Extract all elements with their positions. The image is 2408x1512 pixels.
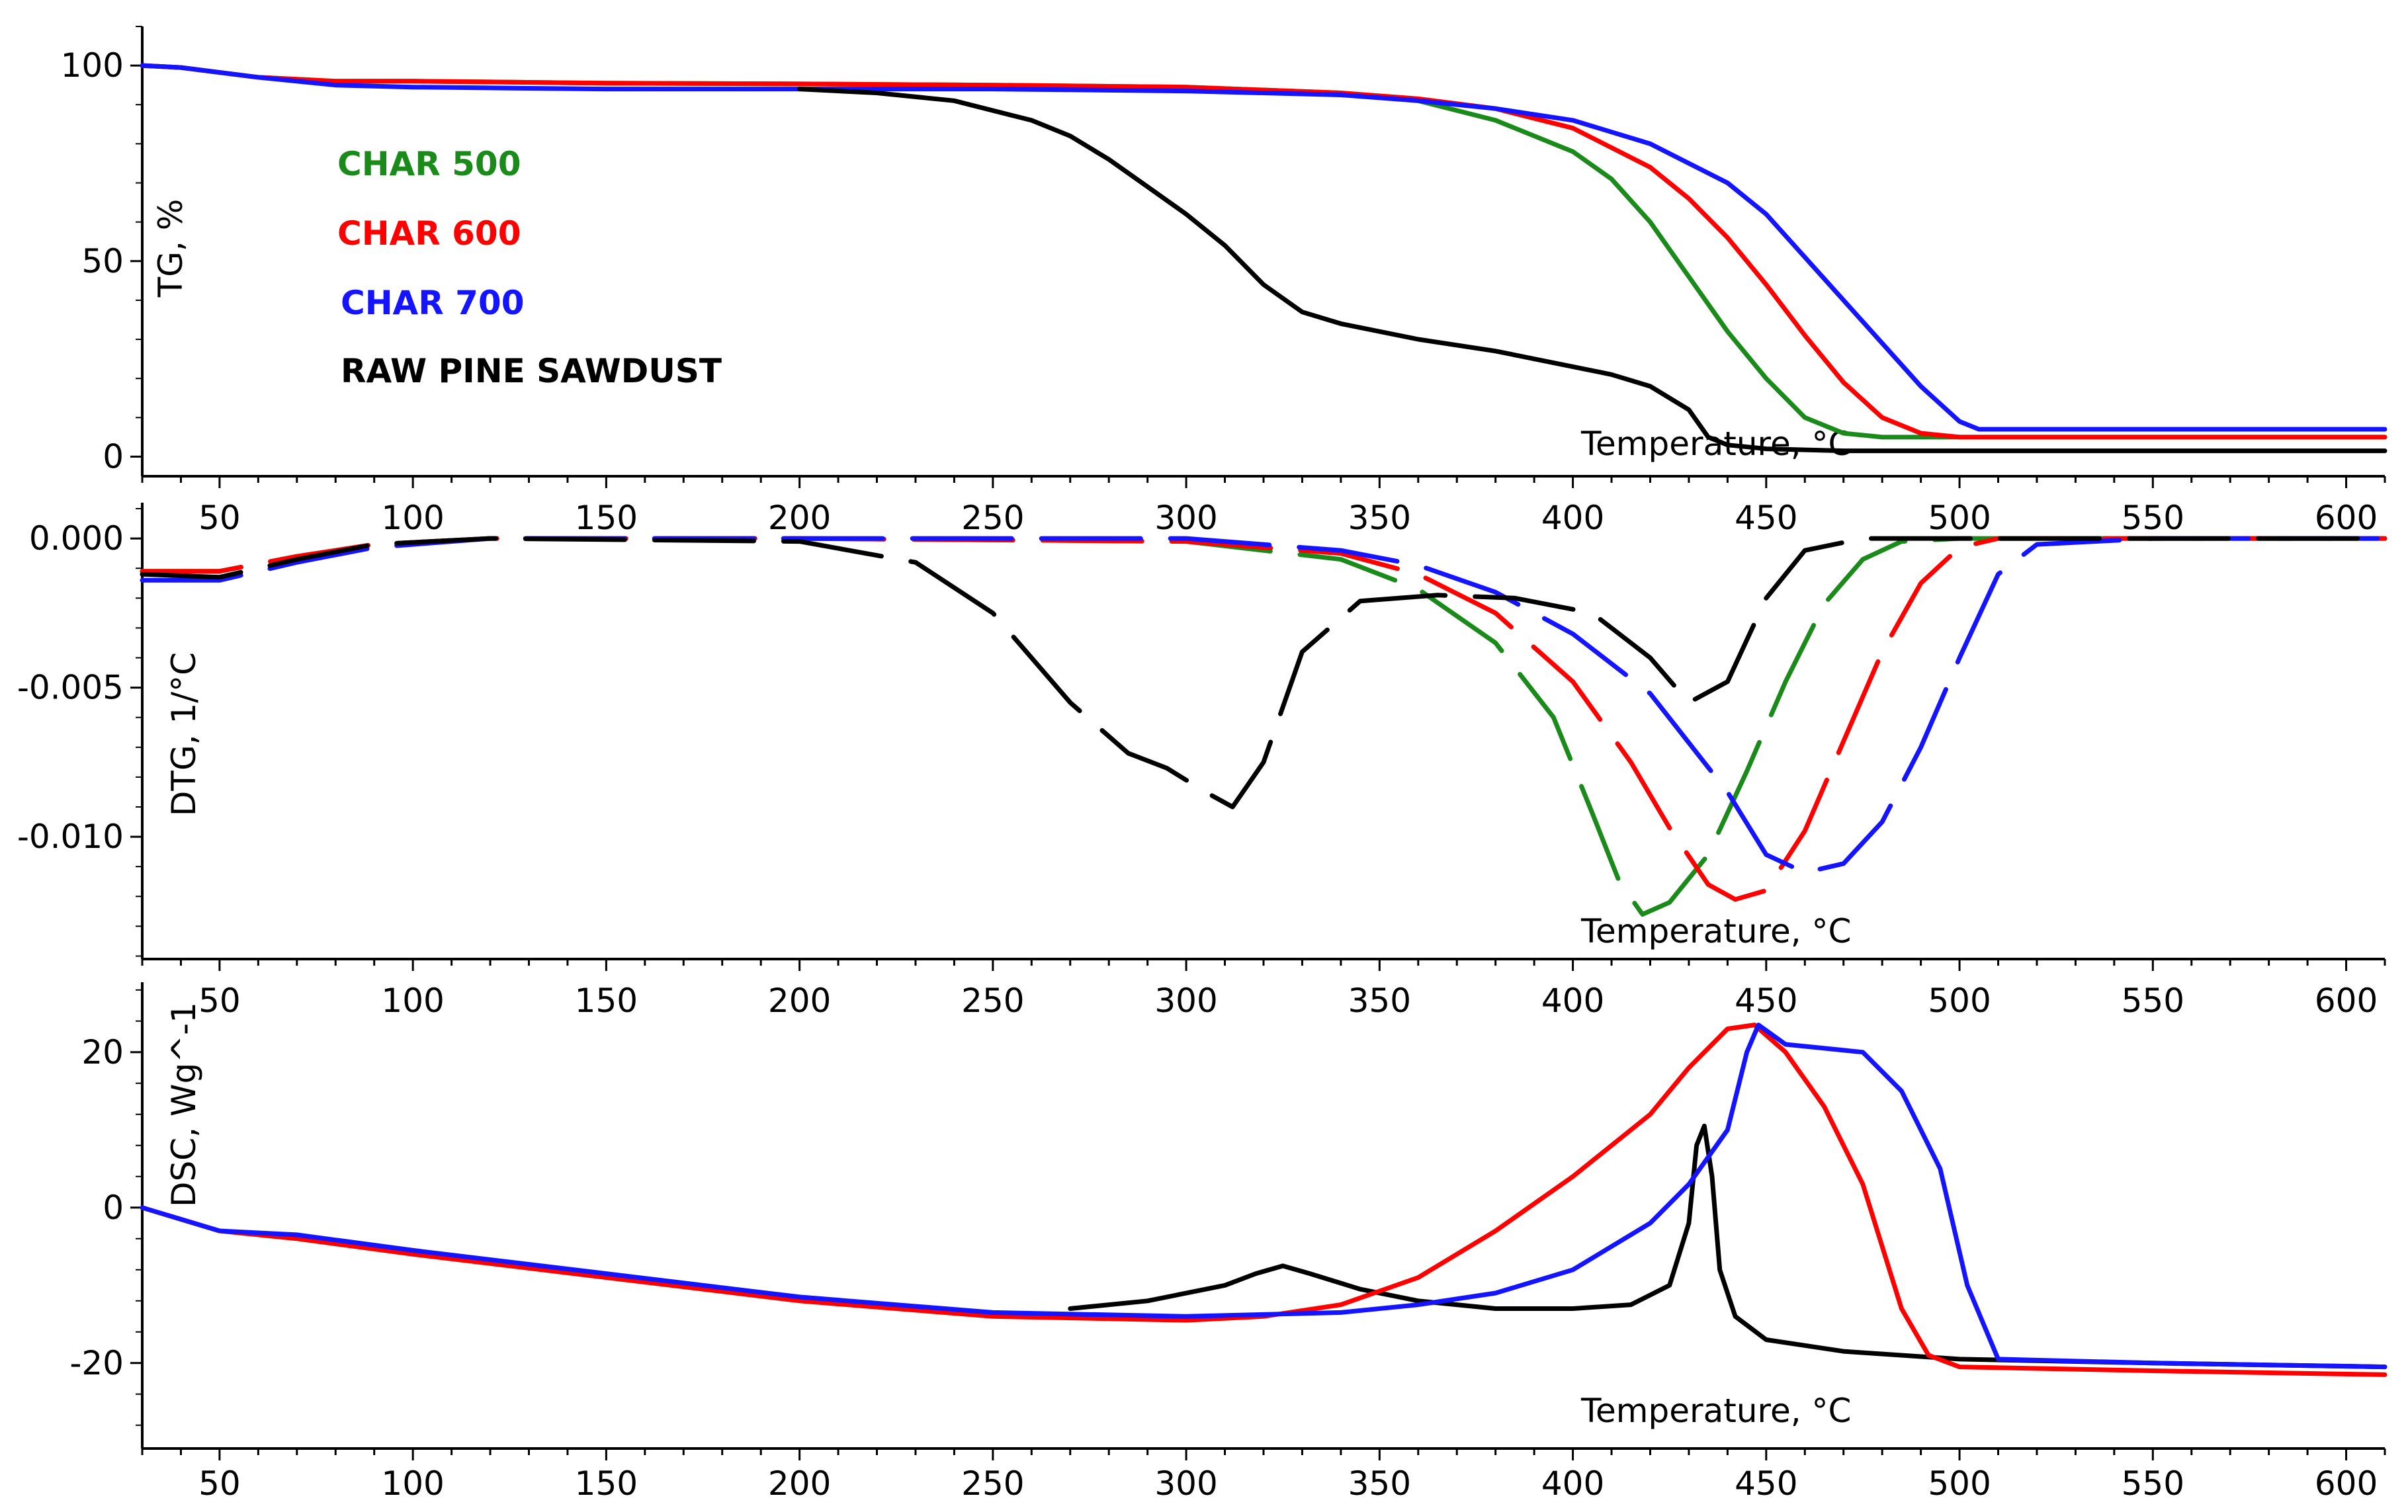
- tg-x-tick-label: 100: [381, 499, 444, 537]
- dtg-x-tick-label: 600: [2315, 982, 2378, 1020]
- dtg-x-tick-label: 450: [1735, 982, 1797, 1020]
- dtg-y-tick-label: -0.005: [17, 669, 124, 707]
- dsc-y-axis-title: DSC, Wg^-1: [165, 1002, 203, 1207]
- tg-x-tick-label: 200: [768, 499, 831, 537]
- tg-x-tick-label: 550: [2122, 499, 2184, 537]
- tg-x-tick-label: 300: [1154, 499, 1217, 537]
- dtg-series-char-600: [140, 536, 2387, 902]
- tg-series-char-600: [140, 63, 2387, 440]
- panel-dsc: 50 100 150 200 250 300 350 400 450 500 550 600200-2…: [69, 982, 2387, 1503]
- tg-x-tick-label: 500: [1928, 499, 1991, 537]
- dsc-x-tick-label: 250: [961, 1464, 1024, 1503]
- dtg-x-axis-title: Temperature, °C: [1580, 912, 1851, 950]
- tg-series-char-700: [140, 63, 2387, 432]
- dsc-x-tick-label: 350: [1348, 1464, 1411, 1503]
- dsc-y-tick-label: 0: [103, 1189, 124, 1227]
- dsc-x-axis-title: Temperature, °C: [1580, 1392, 1851, 1430]
- dsc-x-tick-label: 600: [2315, 1464, 2378, 1503]
- tg-x-tick-label: 400: [1541, 499, 1604, 537]
- tg-y-tick-label: 50: [81, 242, 124, 280]
- tg-series-raw-pine-sawdust: [797, 87, 2387, 454]
- tg-x-tick-label: 50: [198, 499, 241, 537]
- dsc-x-tick-label: 550: [2122, 1464, 2184, 1503]
- tg-x-tick-label: 150: [575, 499, 638, 537]
- dsc-x-tick-label: 500: [1928, 1464, 1991, 1503]
- dsc-x-tick-label: 200: [768, 1464, 831, 1503]
- dsc-x-tick-label: 450: [1735, 1464, 1797, 1503]
- dsc-series-char-600: [140, 1023, 2387, 1377]
- dtg-series-char-500: [140, 536, 2387, 917]
- dtg-series-char-700: [140, 536, 2387, 875]
- dsc-x-tick-label: 100: [381, 1464, 444, 1503]
- tg-x-tick-label: 600: [2315, 499, 2378, 537]
- legend-item-raw-pine-sawdust: RAW PINE SAWDUST: [341, 352, 722, 390]
- tg-x-tick-label: 250: [961, 499, 1024, 537]
- tg-x-tick-label: 450: [1735, 499, 1797, 537]
- dsc-x-tick-label: 300: [1154, 1464, 1217, 1503]
- panel-dtg: 50 100 150 200 250 300 350 400 450 500 550 600 0.000…: [17, 503, 2387, 1020]
- tg-y-axis-title: TG, %: [151, 199, 190, 298]
- dsc-y-tick-label: -20: [69, 1344, 124, 1382]
- dtg-y-axis-title: DTG, 1/°C: [165, 652, 203, 816]
- dtg-x-tick-label: 150: [575, 982, 638, 1020]
- tg-x-axis-title: Temperature, °C: [1580, 425, 1851, 463]
- legend-item-char-500: CHAR 500: [337, 145, 521, 183]
- dsc-x-tick-label: 400: [1541, 1464, 1604, 1503]
- dtg-x-tick-label: 200: [768, 982, 831, 1020]
- dtg-x-tick-label: 100: [381, 982, 444, 1020]
- tg-y-tick-label: 0: [103, 437, 124, 476]
- dsc-series-raw-pine-sawdust: [1068, 1123, 2387, 1370]
- panel-tg: 50 100 150 200 250 300 350 400 450 500 550 600 0 50 10…: [61, 26, 2387, 537]
- dtg-x-tick-label: 500: [1928, 982, 1991, 1020]
- dtg-x-tick-label: 50: [198, 982, 241, 1020]
- dsc-series-char-700: [140, 1023, 2387, 1370]
- dtg-series-raw-pine-sawdust: [140, 536, 2387, 810]
- legend-item-char-600: CHAR 600: [337, 214, 521, 253]
- tg-y-tick-label: 100: [61, 46, 124, 85]
- dtg-x-tick-label: 350: [1348, 982, 1411, 1020]
- dsc-x-tick-label: 50: [198, 1464, 241, 1503]
- dtg-y-tick-label: 0.000: [29, 519, 124, 558]
- dsc-x-tick-label: 150: [575, 1464, 638, 1503]
- tg-x-tick-label: 350: [1348, 499, 1411, 537]
- dtg-x-tick-label: 400: [1541, 982, 1604, 1020]
- dtg-x-tick-label: 550: [2122, 982, 2184, 1020]
- dtg-x-tick-label: 250: [961, 982, 1024, 1020]
- legend-item-char-700: CHAR 700: [341, 284, 525, 322]
- dtg-y-tick-label: -0.010: [17, 818, 124, 856]
- dtg-x-tick-label: 300: [1154, 982, 1217, 1020]
- dsc-y-tick-label: 20: [81, 1033, 124, 1071]
- legend: CHAR 500 CHAR 600 CHAR 700 RAW PINE SAWDUST: [337, 145, 722, 390]
